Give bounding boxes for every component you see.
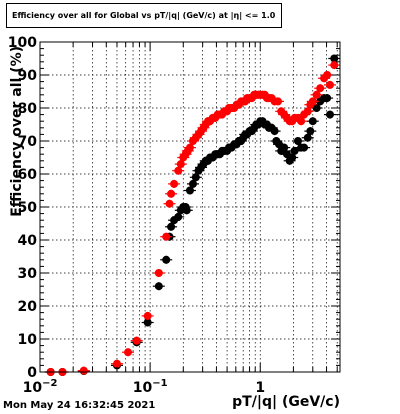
x-tick-label: 10−2 bbox=[23, 378, 58, 396]
y-tick-label: 20 bbox=[18, 299, 38, 315]
data-point bbox=[330, 54, 339, 63]
data-point bbox=[330, 61, 339, 70]
data-points bbox=[44, 54, 341, 376]
y-tick-label: 50 bbox=[18, 200, 38, 216]
x-tick-label: 1 bbox=[255, 380, 265, 396]
data-point bbox=[308, 117, 317, 126]
data-point bbox=[312, 104, 321, 112]
y-tick-label: 70 bbox=[18, 134, 38, 150]
y-tick-label: 40 bbox=[18, 233, 38, 249]
x-tick-label: 10−1 bbox=[133, 378, 168, 396]
data-point bbox=[112, 359, 121, 368]
data-point bbox=[290, 146, 299, 155]
data-point bbox=[182, 206, 191, 215]
tick-labels: 0 10 20 30 40 50 60 70 80 90 100 10−2 10−1 1 bbox=[8, 35, 265, 396]
data-point bbox=[191, 173, 200, 182]
x-axis-title: pT/|q| (GeV/c) bbox=[232, 394, 340, 410]
data-point bbox=[280, 143, 289, 152]
data-point bbox=[143, 311, 152, 320]
data-point bbox=[274, 97, 283, 106]
data-point bbox=[154, 282, 163, 291]
y-tick-label: 100 bbox=[8, 35, 37, 51]
data-point bbox=[323, 94, 332, 103]
data-point bbox=[323, 71, 332, 79]
data-point bbox=[297, 117, 306, 126]
chart-title-box: Efficiency over all for Global vs pT/|q|… bbox=[6, 3, 282, 28]
data-point bbox=[132, 336, 141, 345]
y-tick-label: 10 bbox=[18, 332, 38, 348]
chart-title: Efficiency over all for Global vs pT/|q|… bbox=[12, 11, 276, 20]
y-axis-title: Efficiency over all (%) bbox=[9, 46, 25, 217]
data-point bbox=[162, 232, 171, 241]
data-point bbox=[174, 166, 183, 175]
data-point bbox=[185, 143, 194, 152]
data-point bbox=[79, 366, 88, 375]
data-point bbox=[185, 186, 194, 195]
data-point bbox=[300, 143, 309, 152]
data-point bbox=[167, 189, 176, 198]
data-point bbox=[293, 137, 302, 145]
data-point bbox=[174, 212, 183, 221]
data-point bbox=[312, 90, 321, 99]
data-point bbox=[176, 160, 185, 169]
y-tick-label: 0 bbox=[27, 365, 37, 381]
data-point bbox=[326, 80, 335, 89]
y-tick-label: 80 bbox=[18, 101, 38, 117]
data-point bbox=[143, 318, 152, 327]
data-point bbox=[306, 127, 315, 136]
data-point bbox=[170, 179, 179, 188]
data-point bbox=[124, 348, 133, 357]
data-point bbox=[165, 199, 174, 208]
data-point bbox=[162, 255, 171, 264]
data-point bbox=[303, 133, 312, 142]
y-tick-label: 30 bbox=[18, 266, 38, 282]
data-point bbox=[288, 153, 297, 162]
y-tick-label: 90 bbox=[18, 68, 38, 84]
y-tick-label: 60 bbox=[18, 167, 38, 183]
data-point bbox=[326, 110, 335, 119]
data-point bbox=[188, 179, 197, 188]
axis-ticks bbox=[39, 41, 340, 373]
data-point bbox=[154, 269, 163, 277]
data-point bbox=[270, 127, 279, 136]
timestamp: Mon May 24 16:32:45 2021 bbox=[3, 400, 156, 411]
data-point bbox=[316, 84, 325, 93]
data-point bbox=[308, 97, 317, 106]
data-point bbox=[167, 222, 176, 231]
data-point bbox=[303, 107, 312, 116]
